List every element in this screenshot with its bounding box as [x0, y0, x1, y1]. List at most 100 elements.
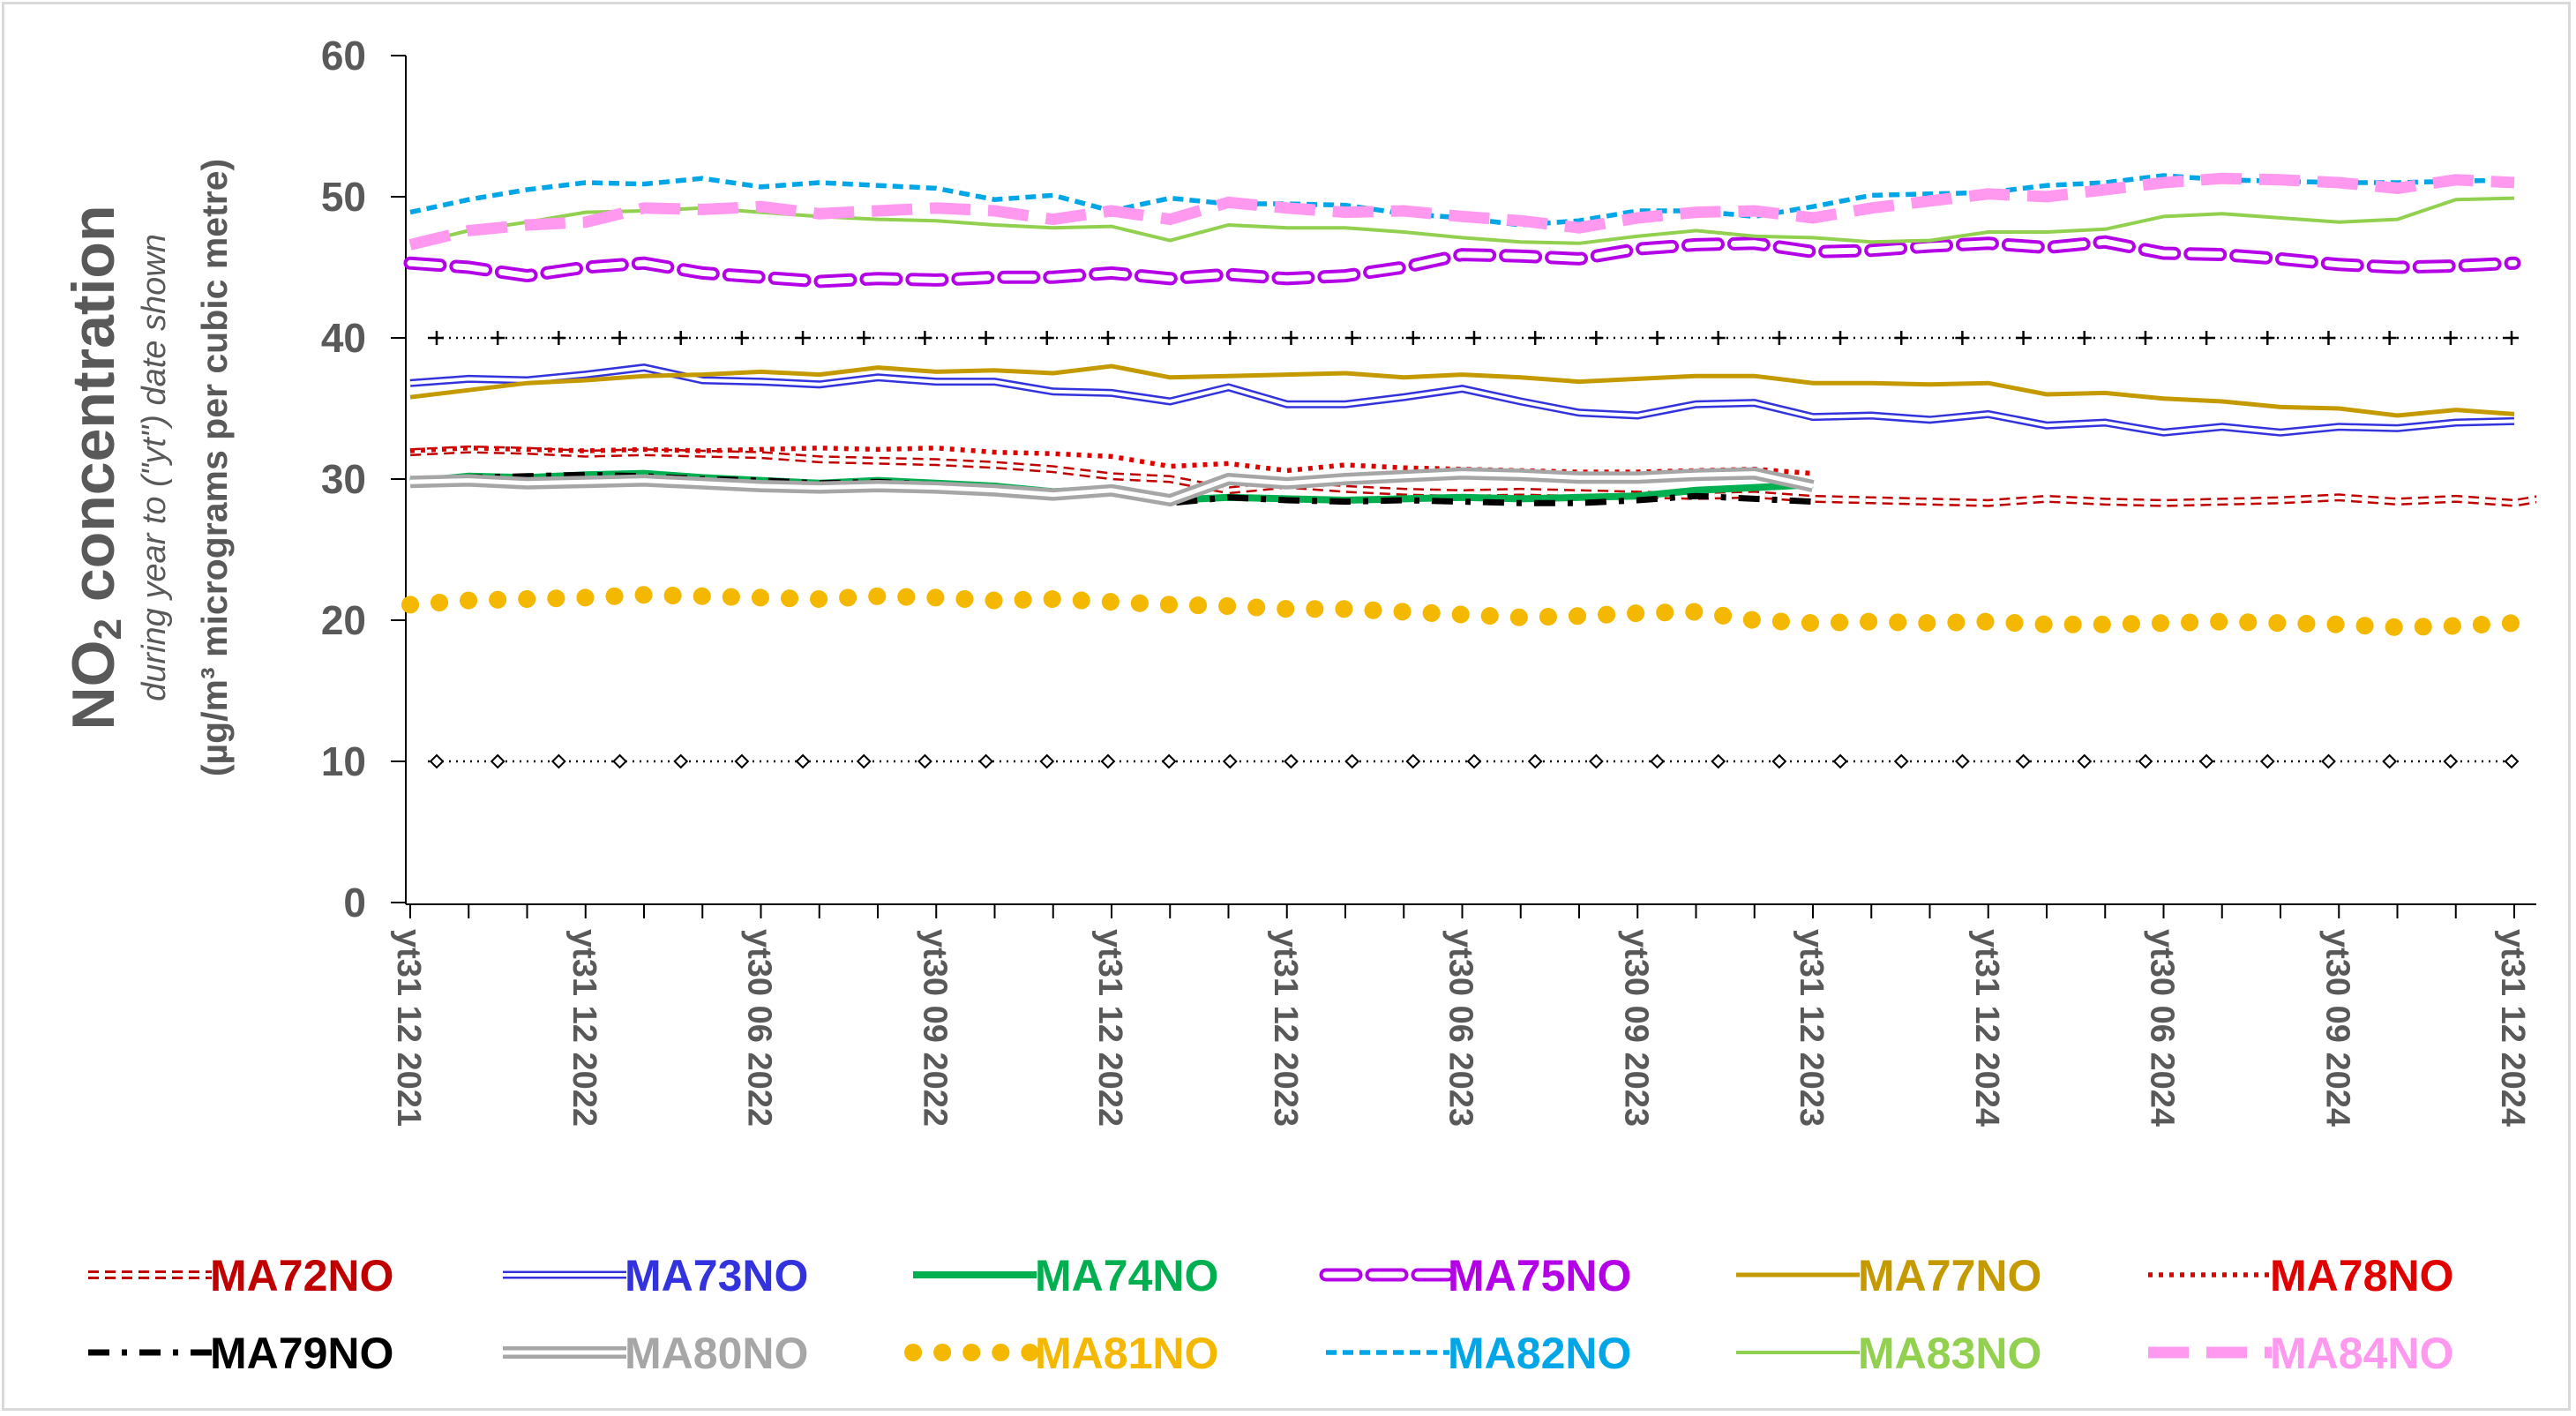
- data-point: [408, 242, 413, 247]
- data-point: [2512, 418, 2517, 423]
- legend: MA72NO MA73NO MA74NO MA75NO MA77NO MA78NO MA79…: [88, 1251, 2453, 1378]
- legend-label: MA79NO: [210, 1329, 393, 1378]
- data-point: [1928, 620, 1933, 626]
- data-point: [1986, 411, 1991, 416]
- data-point: [1576, 241, 1582, 246]
- data-point: [1284, 468, 1290, 473]
- data-point: [1167, 196, 1172, 201]
- data-point: [525, 596, 530, 602]
- data-point: [2044, 245, 2049, 251]
- data-point: [2102, 499, 2108, 505]
- reference-marker: [612, 331, 627, 345]
- data-point: [583, 220, 588, 225]
- reference-marker: [856, 753, 872, 769]
- data-point: [1343, 499, 1348, 505]
- legend-label: MA81NO: [1035, 1329, 1218, 1378]
- data-point: [1226, 373, 1232, 378]
- data-point: [466, 478, 471, 483]
- data-point: [1109, 270, 1114, 275]
- series-line-MA72NO-inner: [409, 447, 2536, 506]
- data-point: [817, 596, 822, 602]
- reference-marker: [2260, 331, 2275, 345]
- data-point: [1460, 471, 1465, 476]
- data-point: [1460, 214, 1465, 219]
- reference-marker: [1222, 753, 1238, 769]
- reference-marker: [2198, 753, 2214, 769]
- data-point: [1752, 401, 1757, 406]
- reference-marker: [490, 331, 505, 345]
- data-point: [2220, 499, 2225, 505]
- data-point: [408, 479, 413, 484]
- data-point: [1401, 208, 1406, 214]
- data-point: [1576, 500, 1582, 506]
- data-point: [1401, 265, 1406, 270]
- data-point: [1694, 609, 1699, 614]
- data-point: [1401, 489, 1406, 494]
- data-point: [2570, 491, 2573, 496]
- data-point: [992, 488, 998, 493]
- data-point: [1226, 476, 1232, 482]
- data-point: [1343, 210, 1348, 215]
- data-point: [1928, 382, 1933, 387]
- reference-marker: [1589, 331, 1604, 345]
- legend-label: MA82NO: [1448, 1329, 1631, 1378]
- data-point: [817, 372, 822, 378]
- data-point: [641, 206, 647, 211]
- data-point: [1284, 276, 1290, 281]
- data-point: [759, 453, 764, 458]
- data-point: [2336, 424, 2341, 430]
- data-point: [1460, 499, 1465, 505]
- data-point: [2161, 500, 2167, 506]
- x-tick-label: yt31 12 2023: [1793, 929, 1830, 1127]
- data-point: [2278, 177, 2283, 183]
- data-point: [583, 372, 588, 378]
- data-point: [933, 379, 939, 385]
- reference-marker: [429, 753, 445, 769]
- data-point: [1694, 242, 1699, 247]
- legend-label: MA74NO: [1035, 1251, 1218, 1300]
- reference-marker: [1650, 331, 1665, 345]
- x-tick-label: yt31 12 2024: [1968, 929, 2005, 1127]
- reference-marker: [857, 331, 872, 345]
- data-point: [992, 222, 998, 228]
- data-point: [759, 379, 764, 385]
- data-point: [1109, 390, 1114, 395]
- series-MA78NO: [409, 446, 1814, 476]
- data-point: [1518, 399, 1524, 404]
- data-point: [1868, 192, 1874, 198]
- legend-item-MA79NO: MA79NO: [88, 1329, 393, 1378]
- data-point: [2044, 423, 2049, 428]
- data-point: [2278, 620, 2283, 626]
- data-point: [1986, 191, 1991, 197]
- data-point: [1635, 376, 1640, 381]
- reference-marker: [1162, 331, 1177, 345]
- data-point: [1167, 476, 1172, 482]
- data-point: [759, 595, 764, 600]
- legend-item-MA77NO: MA77NO: [1736, 1251, 2041, 1300]
- data-point: [817, 457, 822, 462]
- data-point: [1167, 375, 1172, 380]
- data-point: [1518, 375, 1524, 380]
- data-point: [1284, 401, 1290, 407]
- data-point: [992, 379, 998, 385]
- data-point: [1752, 234, 1757, 239]
- series-group: [401, 172, 2573, 637]
- data-point: [1810, 483, 1816, 489]
- data-point: [2278, 215, 2283, 221]
- data-point: [1810, 235, 1816, 240]
- reference-marker: [2138, 331, 2153, 345]
- data-point: [1401, 609, 1406, 614]
- data-point: [466, 598, 471, 603]
- data-point: [1928, 499, 1933, 505]
- data-point: [1401, 465, 1406, 470]
- series-MA77NO: [409, 363, 2515, 418]
- data-point: [875, 217, 880, 222]
- data-point: [700, 206, 705, 212]
- data-point: [1635, 246, 1640, 251]
- x-tick-label: yt31 12 2023: [1267, 929, 1304, 1127]
- x-tick-label: yt31 12 2024: [2494, 929, 2531, 1127]
- reference-marker: [2077, 331, 2092, 345]
- reference-marker: [673, 331, 688, 345]
- data-point: [1518, 472, 1524, 477]
- reference-marker: [1588, 753, 1604, 769]
